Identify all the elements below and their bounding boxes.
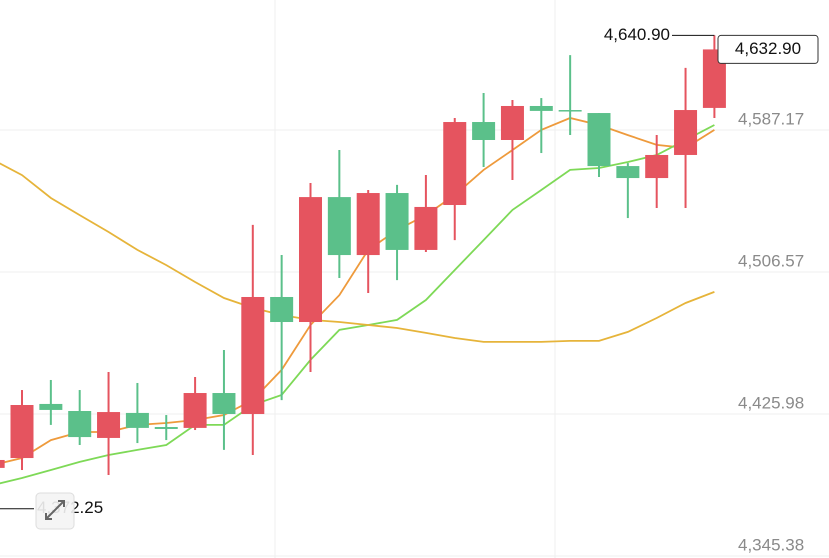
candle-body bbox=[674, 110, 698, 155]
candle-body bbox=[212, 393, 236, 414]
candle-body bbox=[39, 403, 63, 410]
candle-body bbox=[472, 122, 496, 140]
candle-body bbox=[529, 105, 553, 111]
y-tick-label: 4,425.98 bbox=[738, 394, 804, 413]
zoom-icon[interactable] bbox=[35, 492, 75, 530]
y-tick-label: 4,506.57 bbox=[738, 252, 804, 271]
candle-body bbox=[270, 296, 294, 323]
candle-body bbox=[68, 410, 92, 438]
last-price-label: 4,632.90 bbox=[735, 39, 801, 58]
grid: 4,587.17 4,506.57 4,425.98 4,345.38 bbox=[0, 109, 829, 557]
high-label: 4,640.90 bbox=[604, 25, 670, 44]
candle-body bbox=[645, 154, 669, 179]
candle-body bbox=[154, 427, 178, 429]
candle-body bbox=[558, 110, 582, 112]
candle-body bbox=[97, 412, 121, 438]
candle-body bbox=[702, 49, 726, 108]
candle-body bbox=[587, 113, 611, 167]
candles bbox=[0, 35, 726, 475]
y-tick-label: 4,587.17 bbox=[738, 109, 804, 128]
candle-body bbox=[299, 197, 322, 323]
candle-body bbox=[443, 122, 467, 206]
last-price-box bbox=[717, 34, 819, 64]
y-tick-label: 4,345.38 bbox=[738, 536, 804, 555]
candle-body bbox=[385, 193, 409, 250]
candle-body bbox=[10, 405, 34, 459]
candle-body bbox=[500, 105, 524, 140]
candle-body bbox=[0, 459, 5, 468]
annotations: 4,640.904,632.904,372.25 bbox=[0, 25, 819, 517]
candle-body bbox=[183, 393, 207, 428]
ma-line bbox=[0, 124, 715, 485]
candle-body bbox=[356, 193, 380, 256]
candle-body bbox=[125, 412, 149, 428]
candle-body bbox=[616, 166, 640, 179]
candle-body bbox=[327, 197, 351, 256]
candle-body bbox=[414, 206, 438, 250]
candle-body bbox=[241, 296, 265, 414]
ma-line bbox=[0, 162, 715, 343]
